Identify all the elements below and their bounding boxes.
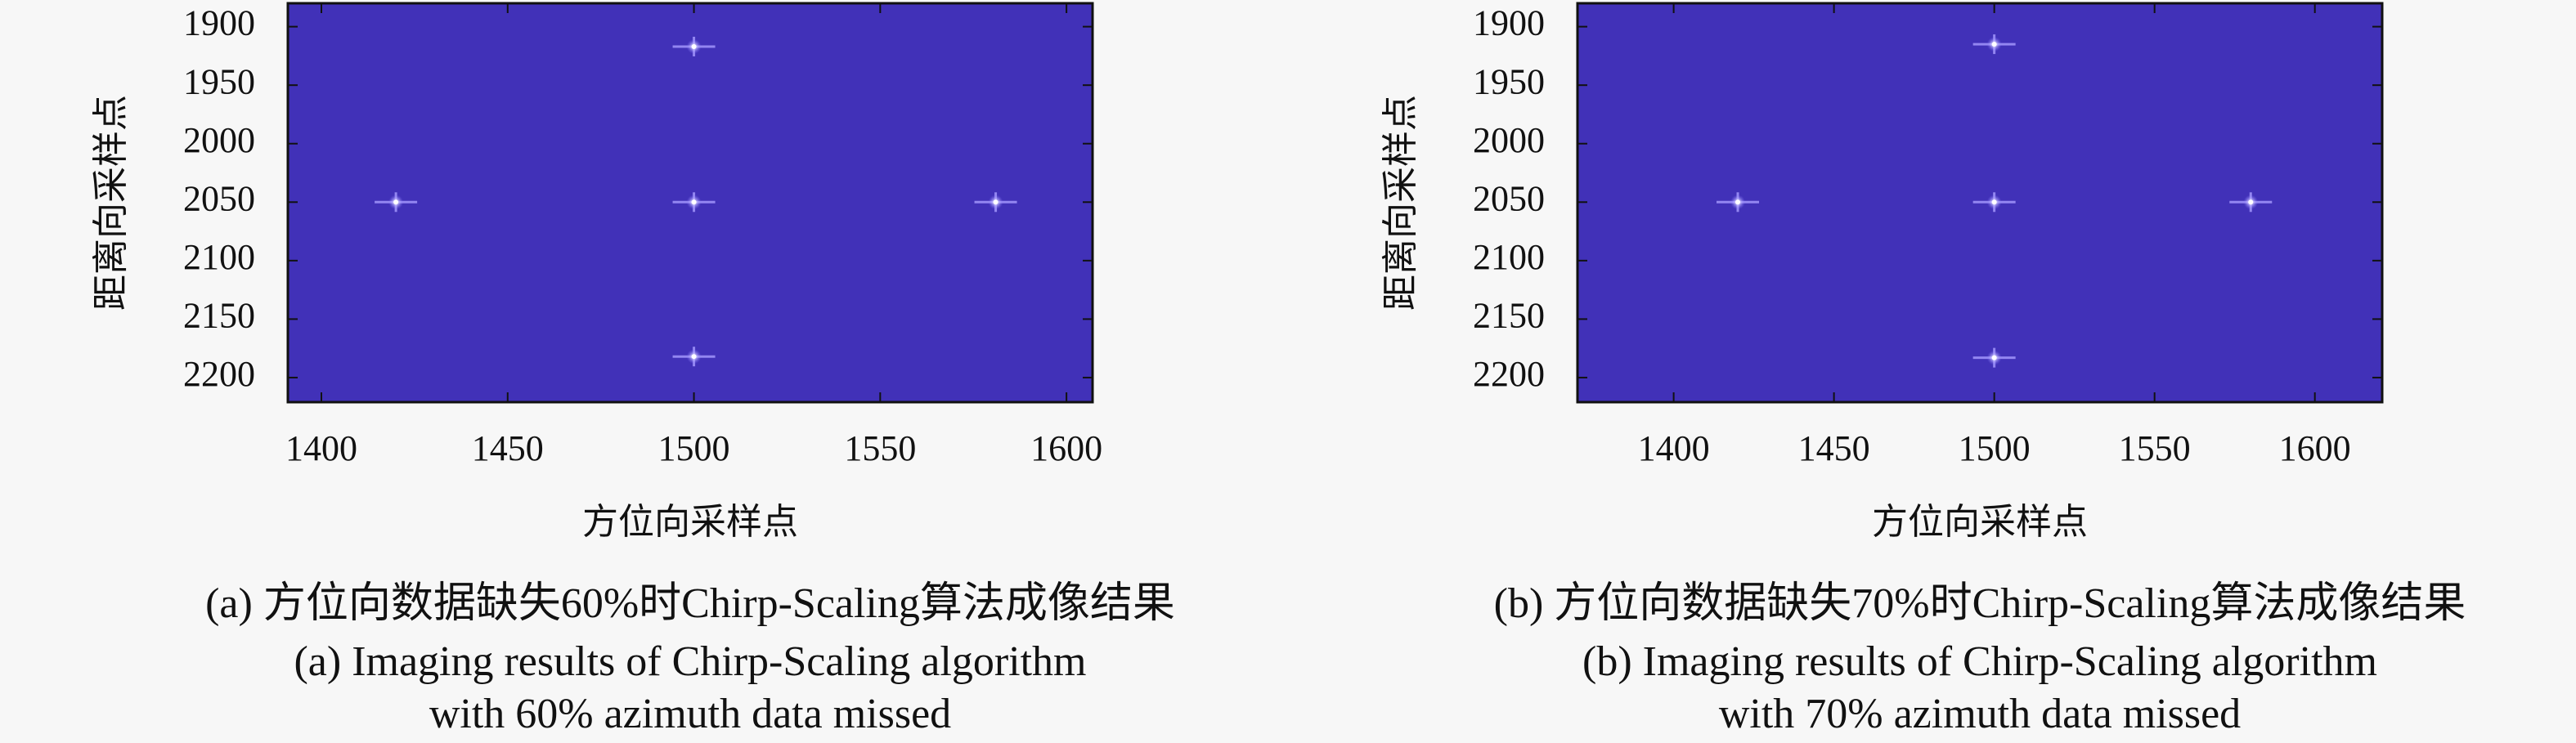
point-core bbox=[1735, 199, 1741, 205]
x-axis-label: 方位向采样点 bbox=[582, 502, 798, 542]
y-tick-label: 2050 bbox=[1473, 178, 1545, 218]
x-tick-label: 1500 bbox=[658, 428, 730, 468]
y-tick-label: 2000 bbox=[183, 120, 255, 160]
point-core bbox=[691, 354, 697, 360]
y-tick-label: 1950 bbox=[183, 61, 255, 101]
y-axis-label: 距离向采样点 bbox=[1380, 95, 1420, 311]
point-core bbox=[1991, 199, 1997, 205]
y-tick-label: 2200 bbox=[1473, 354, 1545, 394]
x-tick-label: 1400 bbox=[285, 428, 357, 468]
target-point bbox=[2229, 192, 2273, 213]
point-core bbox=[393, 199, 399, 205]
point-core bbox=[691, 199, 697, 205]
target-point bbox=[672, 192, 716, 213]
point-core bbox=[1991, 355, 1997, 360]
panel: 1400 1450 1500 1550 1600 1900 1950 2000 2050 2100… bbox=[91, 2, 1175, 737]
x-tick-label: 1500 bbox=[1959, 428, 2031, 468]
x-axis-label: 方位向采样点 bbox=[1872, 502, 2088, 542]
y-tick-label: 2100 bbox=[183, 237, 255, 277]
point-core bbox=[691, 43, 697, 49]
caption-line: with 70% azimuth data missed bbox=[1719, 691, 2241, 737]
target-point bbox=[974, 192, 1017, 213]
x-tick-label: 1600 bbox=[2279, 428, 2351, 468]
target-point bbox=[1972, 347, 2016, 368]
caption-line: (b) Imaging results of Chirp-Scaling alg… bbox=[1582, 638, 2377, 685]
x-tick-label: 1600 bbox=[1030, 428, 1102, 468]
caption-line: (b) 方位向数据缺失70%时Chirp-Scaling算法成像结果 bbox=[1494, 580, 2466, 627]
y-tick-label: 2150 bbox=[183, 295, 255, 335]
x-tick-label: 1550 bbox=[844, 428, 916, 468]
y-tick-label: 2150 bbox=[1473, 295, 1545, 335]
target-point bbox=[1972, 34, 2016, 55]
x-tick-label: 1450 bbox=[472, 428, 544, 468]
target-point bbox=[672, 347, 716, 367]
target-point bbox=[672, 36, 716, 56]
target-point bbox=[1972, 192, 2016, 213]
caption-line: (a) Imaging results of Chirp-Scaling alg… bbox=[294, 638, 1086, 685]
y-tick-label: 2100 bbox=[1473, 237, 1545, 277]
y-tick-label: 2050 bbox=[183, 178, 255, 218]
y-tick-label: 1900 bbox=[1473, 3, 1545, 43]
point-core bbox=[993, 199, 999, 205]
caption-line: (a) 方位向数据缺失60%时Chirp-Scaling算法成像结果 bbox=[205, 580, 1175, 627]
y-tick-label: 2000 bbox=[1473, 120, 1545, 160]
y-axis-label: 距离向采样点 bbox=[91, 95, 131, 311]
target-point bbox=[1717, 192, 1760, 213]
y-tick-label: 1950 bbox=[1473, 61, 1545, 101]
target-point bbox=[375, 192, 418, 213]
y-tick-label: 1900 bbox=[183, 3, 255, 43]
x-tick-label: 1550 bbox=[2119, 428, 2191, 468]
x-tick-label: 1400 bbox=[1638, 428, 1710, 468]
point-core bbox=[2248, 199, 2254, 205]
x-tick-label: 1450 bbox=[1798, 428, 1870, 468]
panel: 1400 1450 1500 1550 1600 1900 1950 2000 2050 2100… bbox=[1380, 2, 2466, 737]
point-core bbox=[1991, 42, 1997, 47]
y-tick-label: 2200 bbox=[183, 354, 255, 394]
caption-line: with 60% azimuth data missed bbox=[429, 691, 951, 737]
